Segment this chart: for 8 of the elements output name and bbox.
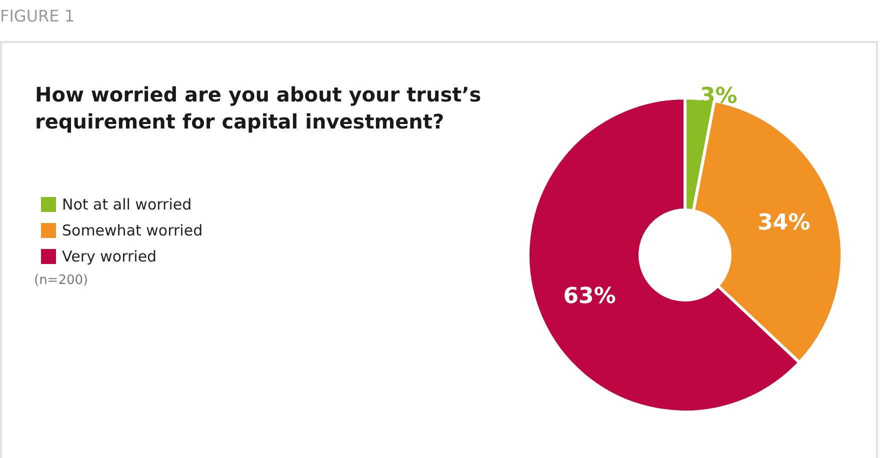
data-label: 63% xyxy=(563,284,616,309)
legend-label: Not at all worried xyxy=(62,196,192,214)
legend-label: Very worried xyxy=(62,248,157,266)
text: How worried are you about your trust’s requirement for capital investment? xyxy=(35,82,482,134)
legend-label: Somewhat worried xyxy=(62,222,203,240)
data-label: 34% xyxy=(758,210,810,236)
text: (n=200) xyxy=(34,273,88,288)
caption: FIGURE 1 xyxy=(0,6,75,26)
